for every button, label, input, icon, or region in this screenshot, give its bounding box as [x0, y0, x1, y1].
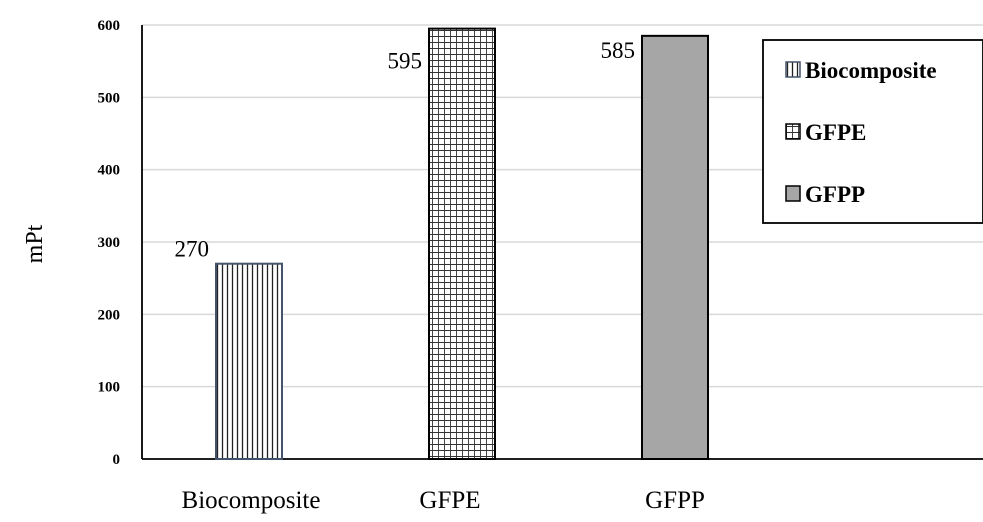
bar-gfpe — [428, 27, 496, 460]
legend: Biocomposite GFPE GFPP — [762, 39, 983, 224]
bar-gfpp — [641, 34, 709, 460]
y-tick-label: 100 — [98, 380, 121, 396]
bar-biocomposite — [215, 262, 283, 461]
data-label: 270 — [175, 237, 210, 262]
tick-labels: 0 100 200 300 400 500 600 Biocomposite GFPE GFPP — [98, 18, 705, 514]
bars — [215, 27, 709, 461]
y-tick-label: 200 — [98, 307, 121, 323]
x-tick-label: GFPP — [645, 487, 705, 514]
legend-swatch-gfpp — [785, 185, 801, 202]
legend-label-biocomposite: Biocomposite — [805, 58, 937, 83]
legend-label-gfpp: GFPP — [805, 182, 865, 207]
y-axis-label: mPt — [22, 224, 48, 263]
y-tick-label: 500 — [98, 90, 121, 106]
legend-label-gfpe: GFPE — [805, 120, 866, 145]
data-label: 585 — [601, 38, 636, 63]
legend-swatch-biocomposite — [785, 61, 801, 78]
data-labels: 270 595 585 — [175, 38, 636, 262]
data-label: 595 — [388, 49, 423, 74]
y-tick-label: 400 — [98, 163, 121, 179]
legend-swatch-gfpe — [785, 123, 801, 140]
y-tick-label: 0 — [113, 452, 121, 468]
y-tick-label: 600 — [98, 18, 121, 34]
x-tick-label: GFPE — [419, 487, 480, 514]
x-tick-label: Biocomposite — [182, 487, 321, 514]
y-tick-label: 300 — [98, 235, 121, 251]
